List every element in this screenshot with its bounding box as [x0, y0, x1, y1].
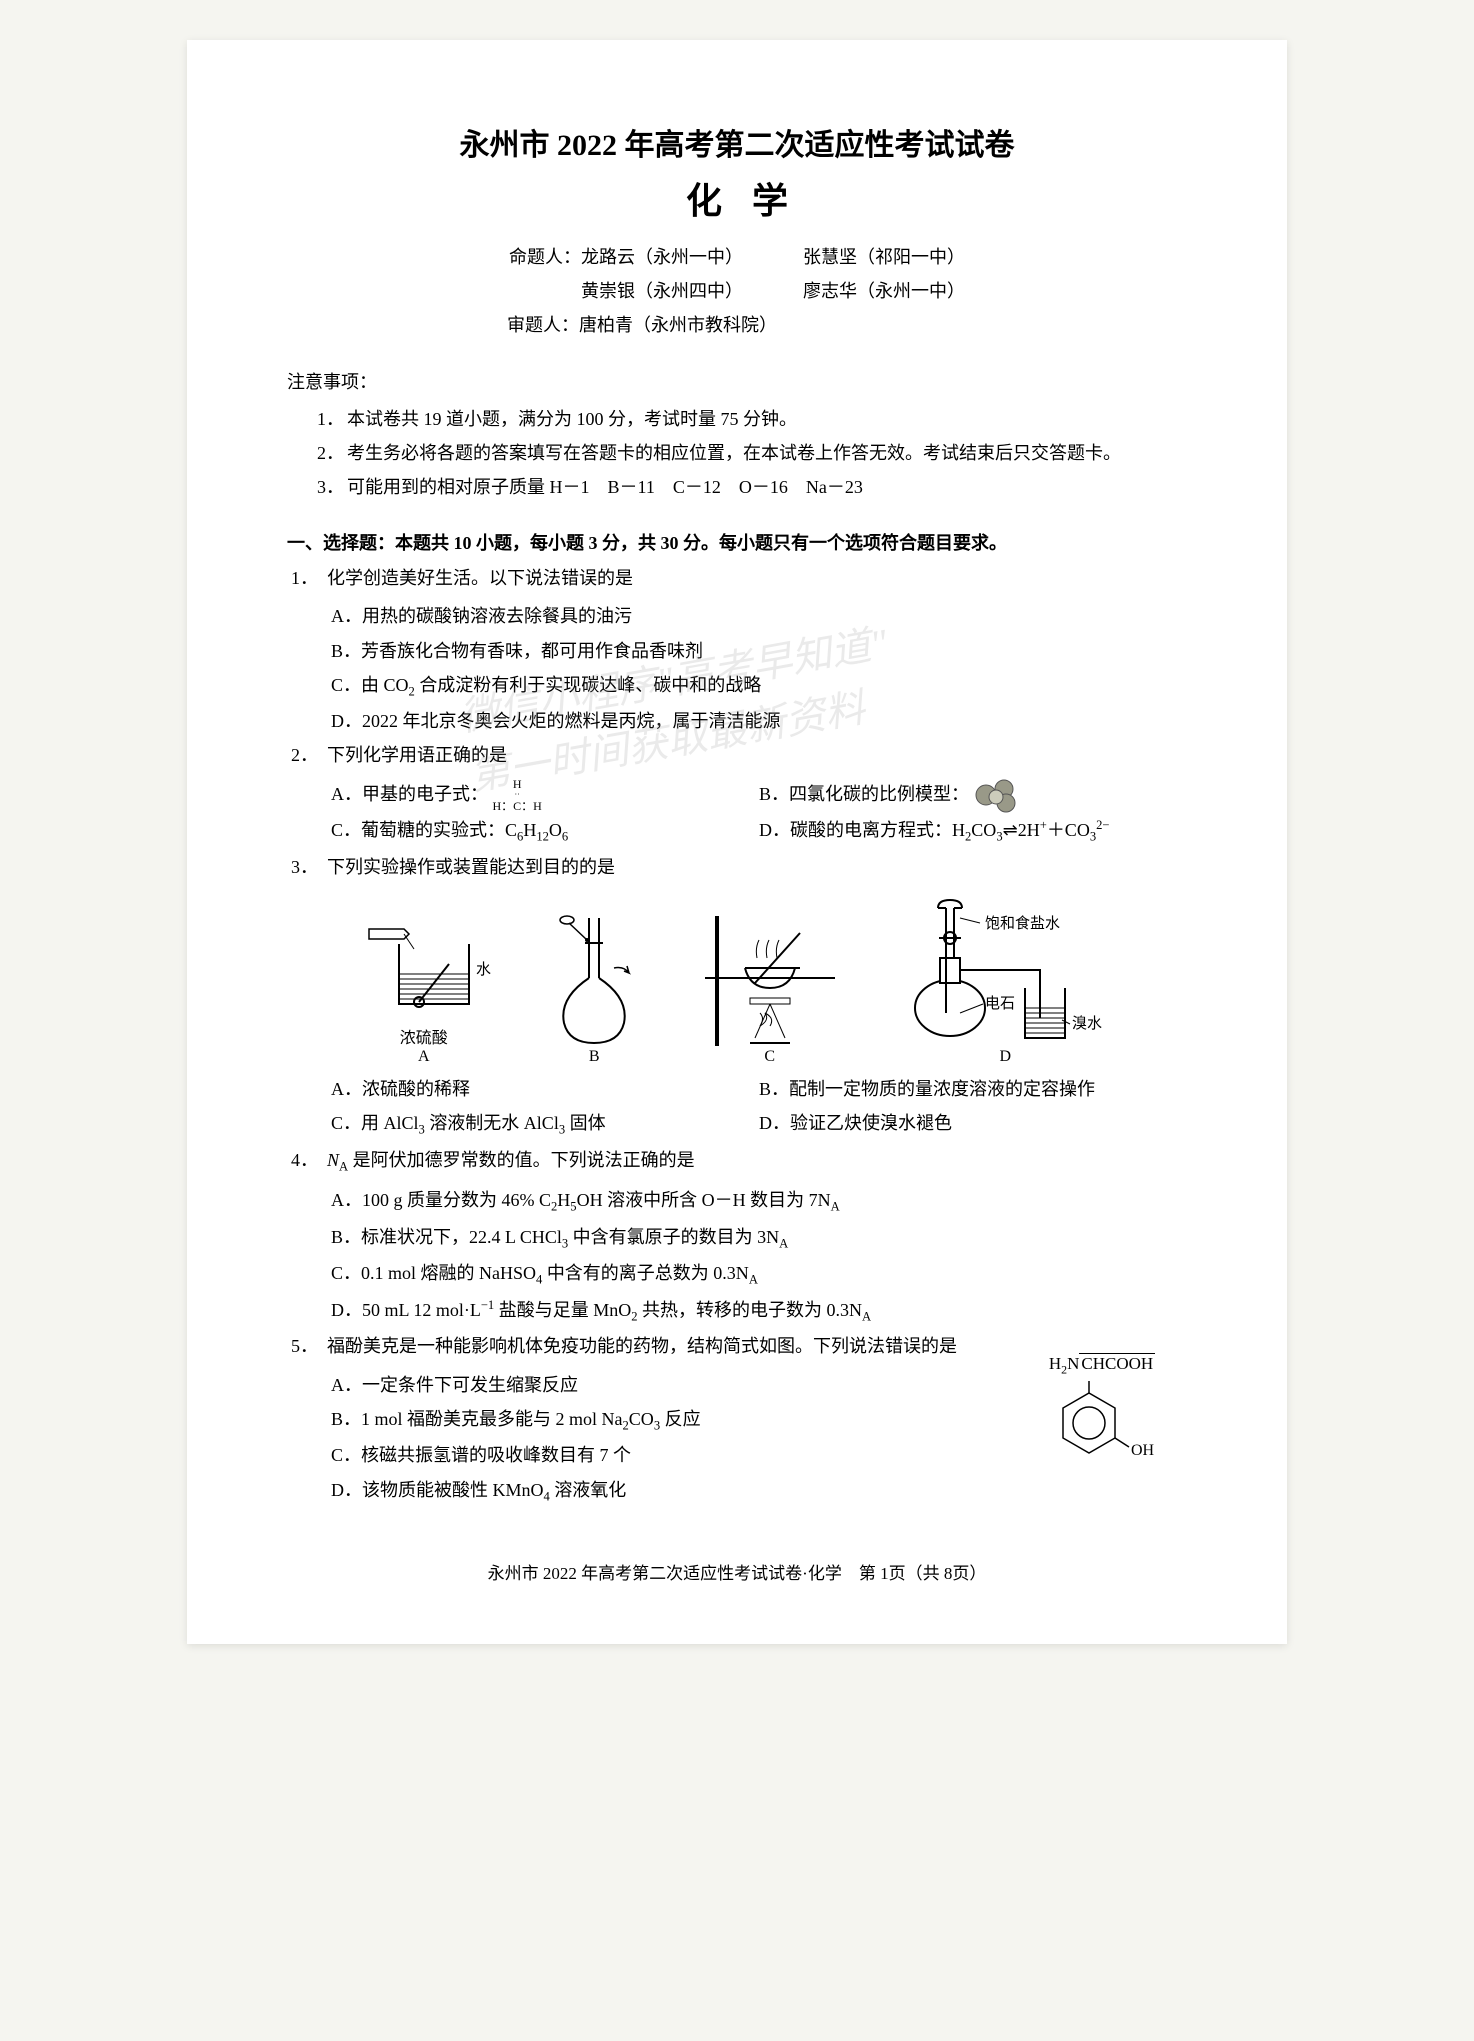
q3-A: A．浓硫酸的稀释 — [331, 1072, 759, 1106]
q3-C: C．用 AlCl3 溶液制无水 AlCl3 固体 — [331, 1106, 759, 1143]
question-2: 2． 下列化学用语正确的是 — [287, 738, 1187, 772]
svg-text:OH: OH — [1131, 1442, 1155, 1459]
q2-A: A．甲基的电子式： H ·· H：C：H — [331, 777, 759, 814]
exam-page: 微信小程序"高考早知道" 第一时间获取最新资料 永州市 2022 年高考第二次适… — [187, 40, 1287, 1644]
molecule-structure-icon: H2NCHCOOH OH — [1017, 1348, 1187, 1487]
q5-options: H2NCHCOOH OH A．一定条件下可发生缩聚反应 B．1 mol 福酚美克… — [287, 1368, 1187, 1509]
q2-C: C．葡萄糖的实验式：C6H12O6 — [331, 813, 759, 850]
author-3: 黄崇银（永州四中） — [509, 274, 743, 308]
q3-options: A．浓硫酸的稀释 B．配制一定物质的量浓度溶液的定容操作 C．用 AlCl3 溶… — [287, 1072, 1187, 1143]
evaporating-dish-icon — [695, 908, 845, 1048]
q2-row2: C．葡萄糖的实验式：C6H12O6 D．碳酸的电离方程式：H2CO3⇌2H+＋C… — [331, 813, 1187, 850]
q3-diag-C: C — [695, 908, 845, 1066]
q4-B: B．标准状况下，22.4 L CHCl3 中含有氯原子的数目为 3NA — [331, 1220, 1187, 1257]
q1-A: A．用热的碳酸钠溶液去除餐具的油污 — [331, 599, 1187, 633]
q2-B: B．四氯化碳的比例模型： — [759, 777, 1187, 814]
question-4: 4． NA 是阿伏加德罗常数的值。下列说法正确的是 — [287, 1143, 1187, 1180]
authors-row-1: 命题人：龙路云（永州一中） 张慧坚（祁阳一中） — [287, 240, 1187, 274]
authors-row-2: 黄崇银（永州四中） 廖志华（永州一中） — [287, 274, 1187, 308]
beaker-dilution-icon: 水 — [354, 904, 494, 1024]
reviewer: 审题人：唐柏青（永州市教科院） — [507, 308, 777, 342]
notice-1: 1． 本试卷共 19 道小题，满分为 100 分，考试时量 75 分钟。 — [317, 402, 1187, 436]
svg-text:饱和食盐水: 饱和食盐水 — [985, 915, 1060, 932]
page-footer: 永州市 2022 年高考第二次适应性考试试卷·化学 第 1页（共 8页） — [287, 1559, 1187, 1584]
volumetric-flask-icon — [539, 908, 649, 1048]
benzene-ring-icon: OH — [1047, 1381, 1157, 1476]
q2-options: A．甲基的电子式： H ·· H：C：H B．四氯化碳的比例模型： C． — [287, 777, 1187, 850]
q3-D: D．验证乙炔使溴水褪色 — [759, 1106, 1187, 1143]
authors-block: 命题人：龙路云（永州一中） 张慧坚（祁阳一中） 黄崇银（永州四中） 廖志华（永州… — [287, 240, 1187, 343]
methyl-electron-icon: H ·· H：C：H — [493, 778, 542, 813]
exam-title: 永州市 2022 年高考第二次适应性考试试卷 — [287, 120, 1187, 164]
author-4: 廖志华（永州一中） — [803, 274, 965, 308]
svg-text:水: 水 — [476, 961, 491, 978]
acetylene-apparatus-icon: 饱和食盐水 电石 溴水 — [890, 898, 1120, 1048]
q4-C: C．0.1 mol 熔融的 NaHSO4 中含有的离子总数为 0.3NA — [331, 1256, 1187, 1293]
svg-text:溴水: 溴水 — [1072, 1015, 1102, 1032]
q4-options: A．100 g 质量分数为 46% C2H5OH 溶液中所含 O－H 数目为 7… — [287, 1183, 1187, 1329]
q1-C: C．由 CO2 合成淀粉有利于实现碳达峰、碳中和的战略 — [331, 668, 1187, 705]
q3-diag-A: 水 浓硫酸 A — [354, 904, 494, 1066]
q2-D: D．碳酸的电离方程式：H2CO3⇌2H+＋CO32− — [759, 813, 1187, 850]
q3-diag-B: B — [539, 908, 649, 1066]
question-1: 1． 化学创造美好生活。以下说法错误的是 — [287, 561, 1187, 595]
notice-2: 2． 考生务必将各题的答案填写在答题卡的相应位置，在本试卷上作答无效。考试结束后… — [317, 436, 1187, 470]
question-3: 3． 下列实验操作或装置能达到目的的是 — [287, 850, 1187, 884]
q1-B: B．芳香族化合物有香味，都可用作食品香味剂 — [331, 634, 1187, 668]
q3-diagrams: 水 浓硫酸 A B — [287, 888, 1187, 1072]
section-1-header: 一、选择题：本题共 10 小题，每小题 3 分，共 30 分。每小题只有一个选项… — [287, 529, 1187, 555]
reviewer-row: 审题人：唐柏青（永州市教科院） — [287, 308, 1187, 342]
svg-text:电石: 电石 — [985, 995, 1015, 1012]
author-2: 张慧坚（祁阳一中） — [803, 240, 965, 274]
q3-B: B．配制一定物质的量浓度溶液的定容操作 — [759, 1072, 1187, 1106]
q3-diag-D: 饱和食盐水 电石 溴水 D — [890, 898, 1120, 1066]
ccl4-model-icon — [974, 777, 1018, 813]
q2-row1: A．甲基的电子式： H ·· H：C：H B．四氯化碳的比例模型： — [331, 777, 1187, 814]
q4-D: D．50 mL 12 mol·L−1 盐酸与足量 MnO2 共热，转移的电子数为… — [331, 1293, 1187, 1330]
q1-options: A．用热的碳酸钠溶液去除餐具的油污 B．芳香族化合物有香味，都可用作食品香味剂 … — [287, 599, 1187, 738]
notice-header: 注意事项： — [287, 368, 1187, 394]
q1-D: D．2022 年北京冬奥会火炬的燃料是丙烷，属于清洁能源 — [331, 704, 1187, 738]
notice-list: 1． 本试卷共 19 道小题，满分为 100 分，考试时量 75 分钟。 2． … — [287, 402, 1187, 505]
author-1: 命题人：龙路云（永州一中） — [509, 240, 743, 274]
exam-subject: 化学 — [287, 172, 1187, 224]
notice-3: 3． 可能用到的相对原子质量 H－1 B－11 C－12 O－16 Na－23 — [317, 470, 1187, 504]
q4-A: A．100 g 质量分数为 46% C2H5OH 溶液中所含 O－H 数目为 7… — [331, 1183, 1187, 1220]
